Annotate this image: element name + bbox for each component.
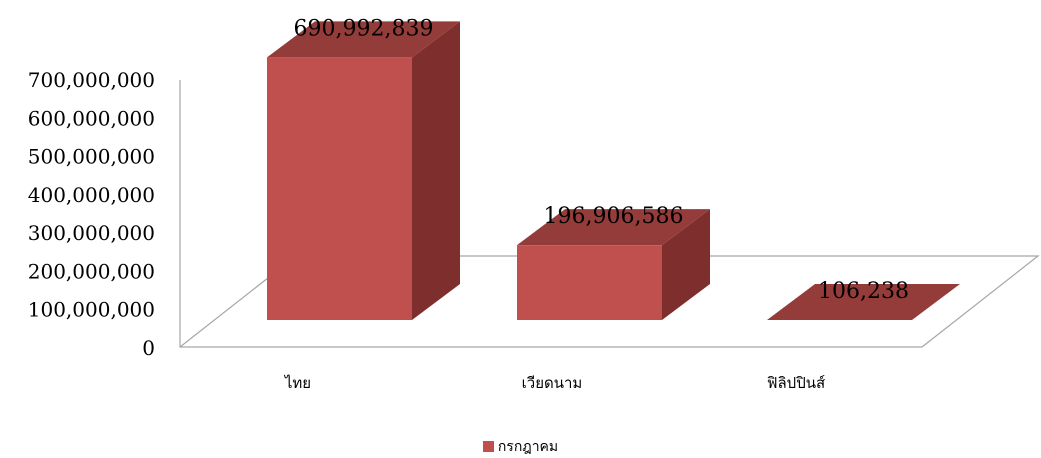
- bar-top: [517, 209, 710, 246]
- bar-side: [412, 21, 460, 320]
- bar: [767, 283, 960, 320]
- data-label: 196,906,586: [544, 204, 684, 229]
- bar: [267, 21, 460, 320]
- y-axis: 0 100,000,000 200,000,000 300,000,000 400,00…: [28, 68, 155, 360]
- bars: [267, 21, 960, 320]
- y-tick-label: 600,000,000: [28, 106, 155, 130]
- y-tick-label: 500,000,000: [28, 145, 155, 169]
- bar: [517, 209, 710, 320]
- category-label: ฟิลิปปินส์: [767, 374, 825, 392]
- y-tick-label: 200,000,000: [28, 259, 155, 283]
- y-tick-label: 400,000,000: [28, 183, 155, 207]
- bar-side: [662, 209, 710, 320]
- data-labels: 690,992,839 196,906,586 106,238: [294, 16, 909, 304]
- category-labels: ไทย เวียดนาม ฟิลิปปินส์: [284, 374, 825, 392]
- bar-top: [767, 283, 960, 320]
- floor-outline: [179, 80, 1040, 348]
- legend: กรกฎาคม: [0, 436, 1041, 458]
- y-tick-label: 700,000,000: [28, 68, 155, 92]
- category-label: เวียดนาม: [522, 374, 583, 392]
- bar-front: [267, 57, 412, 320]
- y-tick-label: 0: [142, 336, 155, 360]
- y-tick-label: 300,000,000: [28, 221, 155, 245]
- data-label: 106,238: [818, 279, 909, 304]
- data-label: 690,992,839: [294, 16, 434, 41]
- bar-top: [267, 21, 460, 58]
- legend-label: กรกฎาคม: [497, 439, 559, 455]
- y-tick-label: 100,000,000: [28, 298, 155, 322]
- bar-front: [517, 245, 662, 320]
- category-label: ไทย: [284, 374, 311, 392]
- legend-swatch: [482, 441, 494, 452]
